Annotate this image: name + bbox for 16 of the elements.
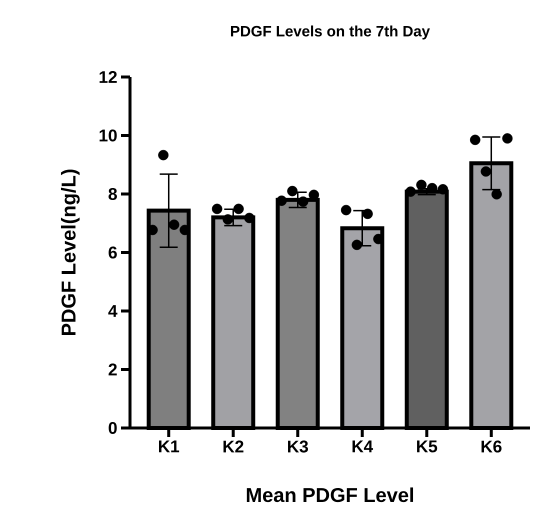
x-tick-label: K3 (288, 440, 308, 453)
y-tick-label: 10 (100, 129, 117, 142)
y-tick-label: 6 (108, 246, 117, 259)
y-tick-label: 8 (108, 188, 117, 200)
x-tick-label: K6 (482, 440, 502, 453)
x-tick-label: K2 (224, 440, 244, 452)
y-tick-label: 4 (108, 305, 118, 317)
x-axis-title: Mean PDGF Level (246, 487, 414, 502)
x-tick-label: K5 (417, 440, 438, 452)
y-tick-label: 12 (100, 71, 117, 83)
x-tick-label: K4 (352, 440, 374, 452)
chart-title: PDGF Levels on the 7th Day (230, 25, 430, 40)
y-axis-title: PDGF Level(ng/L) (60, 170, 80, 336)
y-tick-label: 0 (108, 422, 117, 434)
y-tick-label: 2 (108, 364, 117, 376)
x-tick-label: K1 (158, 440, 180, 452)
